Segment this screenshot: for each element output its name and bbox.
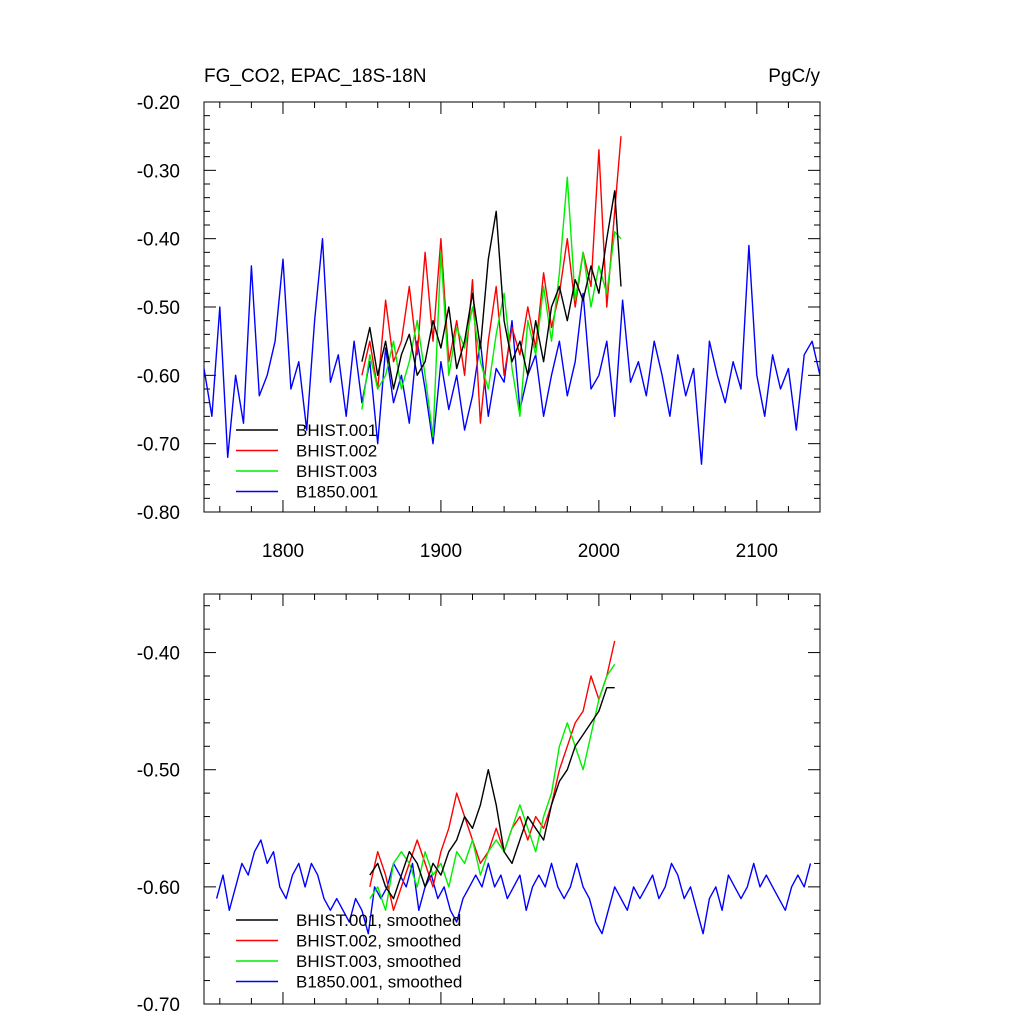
y-tick-label: -0.60: [137, 878, 180, 899]
series-line-b1850-001: [204, 237, 820, 465]
x-tick-label: 2100: [736, 541, 778, 562]
units-label: PgC/y: [768, 66, 820, 87]
y-tick-label: -0.30: [137, 161, 180, 182]
legend-label: BHIST.002, smoothed: [296, 932, 461, 951]
legend-label: BHIST.002: [296, 442, 377, 461]
legend-label: BHIST.001, smoothed: [296, 911, 461, 930]
series-line-bhist-003: [369, 663, 616, 911]
plot-frame: [203, 593, 821, 1005]
x-tick-label: 2000: [578, 541, 620, 562]
legend-label: B1850.001: [296, 483, 378, 502]
series-line-b1850-001: [215, 839, 812, 935]
y-tick-label: -0.70: [137, 435, 180, 456]
top-panel: -0.20 -0.30 -0.40 -0.50 -0.60 -0.70 -0.80 1800 1…: [137, 93, 821, 562]
series-line-bhist-001: [369, 687, 615, 900]
y-tick-label: -0.80: [137, 503, 180, 524]
legend-label: BHIST.003: [296, 462, 377, 481]
y-tick-label: -0.50: [137, 761, 180, 782]
chart-title: FG_CO2, EPAC_18S-18N: [204, 66, 426, 87]
y-tick-label: -0.60: [137, 366, 180, 387]
bottom-panel: -0.40 -0.50 -0.60 -0.70 BHIST.001, smoothed B…: [137, 593, 821, 1016]
legend-label: BHIST.001: [296, 421, 377, 440]
y-tick-label: -0.50: [137, 298, 180, 319]
x-tick-label: 1900: [420, 541, 462, 562]
legend-label: B1850.001, smoothed: [296, 973, 462, 992]
series-line-bhist-001: [361, 190, 622, 390]
legend-label: BHIST.003, smoothed: [296, 952, 461, 971]
y-tick-label: -0.20: [137, 93, 180, 114]
x-tick-label: 1800: [262, 541, 304, 562]
series-line-bhist-002: [369, 640, 616, 911]
y-tick-label: -0.40: [137, 230, 180, 251]
series-line-bhist-002: [361, 136, 622, 424]
y-tick-label: -0.70: [137, 995, 180, 1016]
y-tick-label: -0.40: [137, 644, 180, 665]
series-line-bhist-003: [361, 176, 622, 438]
